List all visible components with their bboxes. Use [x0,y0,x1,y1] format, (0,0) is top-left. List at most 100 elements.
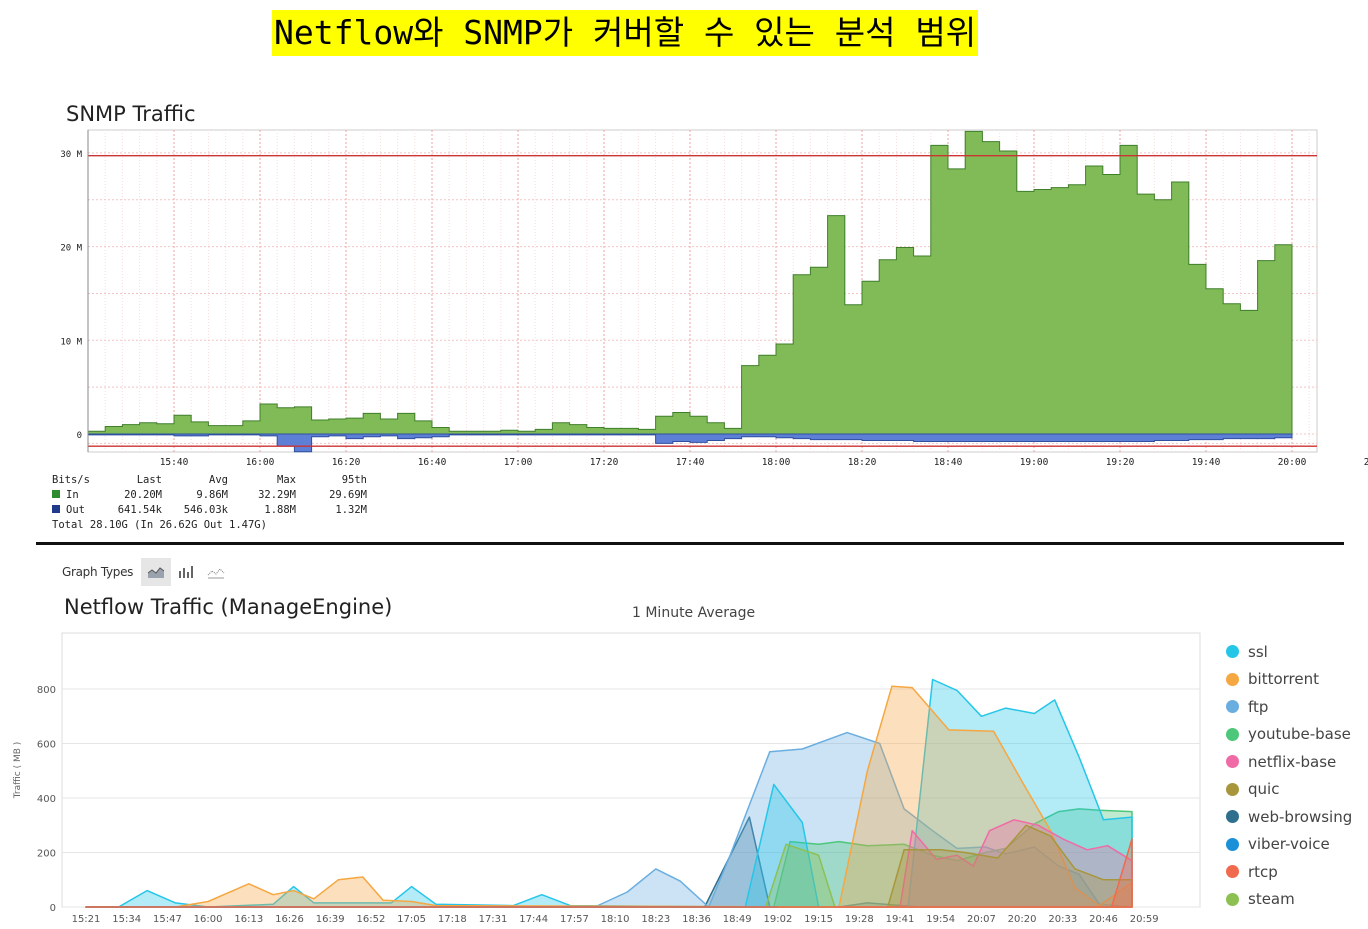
netflow-x-tick-label: 16:39 [316,914,345,925]
netflow-x-tick-label: 17:57 [560,914,589,925]
legend-item-quic[interactable]: quic [1226,776,1352,804]
legend-swatch [1226,700,1239,714]
legend-label: youtube-base [1248,725,1351,744]
line-chart-icon [207,568,225,579]
legend-item-bittorrent[interactable]: bittorrent [1226,666,1352,694]
legend-label: ssl [1248,642,1268,661]
snmp-stats-header: Bits/s [52,474,90,486]
netflow-x-tick-label: 19:28 [845,914,874,925]
netflow-x-tick-label: 17:31 [479,914,508,925]
snmp-x-tick-label: 16:40 [418,457,447,468]
snmp-stats-total: Total 28.10G (In 26.62G Out 1.47G) [52,519,267,531]
legend-item-viber-voice[interactable]: viber-voice [1226,831,1352,859]
legend-label: viber-voice [1248,835,1330,854]
netflow-series-ftp [85,731,1133,908]
bar-chart-icon [179,566,194,578]
snmp-x-tick-label: 18:00 [762,457,791,468]
snmp-stats-value: 546.03k [184,504,229,516]
graph-types-toolbar: Graph Types [62,557,231,587]
netflow-x-tick-label: 20:46 [1089,914,1118,925]
legend-label: quic [1248,780,1280,799]
netflow-x-tick-label: 20:59 [1130,914,1159,925]
netflow-x-tick-label: 18:23 [641,914,670,925]
graph-types-label: Graph Types [62,565,134,579]
netflow-y-tick-label: 800 [37,685,56,696]
snmp-x-tick-label: 20:00 [1278,457,1307,468]
netflow-y-tick-label: 200 [37,849,56,860]
snmp-stats-label: Out [66,504,85,516]
snmp-stats-header: Last [137,474,162,486]
snmp-stats-value: 641.54k [118,504,163,516]
netflow-x-tick-label: 20:20 [1008,914,1037,925]
snmp-y-tick-label: 20 M [60,244,82,254]
snmp-stats-header: Max [277,474,296,486]
legend-swatch [1226,782,1239,796]
snmp-stats-value: 29.69M [329,489,367,501]
snmp-stats-header: 95th [342,474,367,486]
line-chart-button[interactable] [201,558,231,586]
snmp-y-tick-label: 10 M [60,337,82,347]
netflow-x-tick-label: 20:33 [1048,914,1077,925]
netflow-x-tick-label: 16:00 [194,914,223,925]
legend-item-netflix-base[interactable]: netflix-base [1226,748,1352,776]
snmp-series-in-area [87,130,1293,435]
netflow-x-tick-label: 15:34 [112,914,141,925]
snmp-x-tick-label: 20:20 [1364,457,1368,468]
netflow-y-tick-label: 600 [37,740,56,751]
snmp-x-tick-label: 17:40 [676,457,705,468]
netflow-x-tick-label: 17:18 [438,914,467,925]
netflow-x-tick-label: 16:52 [356,914,385,925]
section-divider [36,542,1344,545]
area-chart-icon [147,567,165,578]
netflow-x-tick-label: 17:44 [519,914,548,925]
legend-item-rtcp[interactable]: rtcp [1226,858,1352,886]
page-title: Netflow와 SNMP가 커버할 수 있는 분석 범위 [272,10,979,56]
legend-swatch [1226,672,1239,686]
area-chart-button[interactable] [141,558,172,586]
bar-chart-button[interactable] [171,558,201,586]
legend-item-ssl[interactable]: ssl [1226,638,1352,666]
legend-swatch [1226,865,1239,879]
legend-item-youtube-base[interactable]: youtube-base [1226,721,1352,749]
legend-label: steam [1248,890,1295,909]
netflow-x-tick-label: 18:36 [682,914,711,925]
snmp-x-tick-label: 15:40 [160,457,189,468]
snmp-stats-value: 32.29M [258,489,296,501]
legend-label: ftp [1248,697,1269,716]
snmp-x-tick-label: 19:00 [1020,457,1049,468]
snmp-stats-value: 9.86M [196,489,228,501]
netflow-y-tick-label: 400 [37,794,56,805]
snmp-traffic-chart: 30 M 20 M 10 M 0 15:40 16:00 16:20 16:40 17:00 17… [52,129,1368,531]
snmp-stats-value: 1.88M [264,504,296,516]
netflow-legend: ssl bittorrent ftp youtube-base netflix-base… [1226,638,1352,913]
netflow-x-tick-label: 16:13 [234,914,263,925]
legend-item-web-browsing[interactable]: web-browsing [1226,803,1352,831]
netflow-y-axis-label: Traffic ( MB ) [13,742,23,800]
snmp-x-tick-label: 18:40 [934,457,963,468]
snmp-stats-value: 20.20M [124,489,162,501]
snmp-x-tick-label: 16:20 [332,457,361,468]
netflow-chart-subtitle: 1 Minute Average [632,605,756,621]
legend-swatch [1226,837,1239,851]
snmp-legend-swatch-out [52,505,60,513]
netflow-x-tick-label: 19:54 [926,914,955,925]
netflow-x-tick-label: 19:41 [886,914,915,925]
snmp-x-tick-label: 16:00 [246,457,275,468]
legend-item-steam[interactable]: steam [1226,886,1352,914]
netflow-plot-area [61,632,1201,908]
snmp-x-tick-label: 19:20 [1106,457,1135,468]
netflow-x-tick-label: 15:21 [72,914,101,925]
legend-label: bittorrent [1248,670,1319,689]
netflow-x-tick-label: 18:49 [723,914,752,925]
snmp-x-tick-label: 19:40 [1192,457,1221,468]
netflow-series-youtube-base [85,808,1133,908]
netflow-x-tick-label: 18:10 [601,914,630,925]
netflow-x-tick-label: 19:02 [763,914,792,925]
netflow-chart-title: Netflow Traffic (ManageEngine) [64,595,393,619]
snmp-legend-swatch-in [52,490,60,498]
legend-item-ftp[interactable]: ftp [1226,693,1352,721]
netflow-x-tick-label: 16:26 [275,914,304,925]
legend-swatch [1226,727,1239,741]
legend-label: netflix-base [1248,752,1337,771]
legend-swatch [1226,645,1239,659]
